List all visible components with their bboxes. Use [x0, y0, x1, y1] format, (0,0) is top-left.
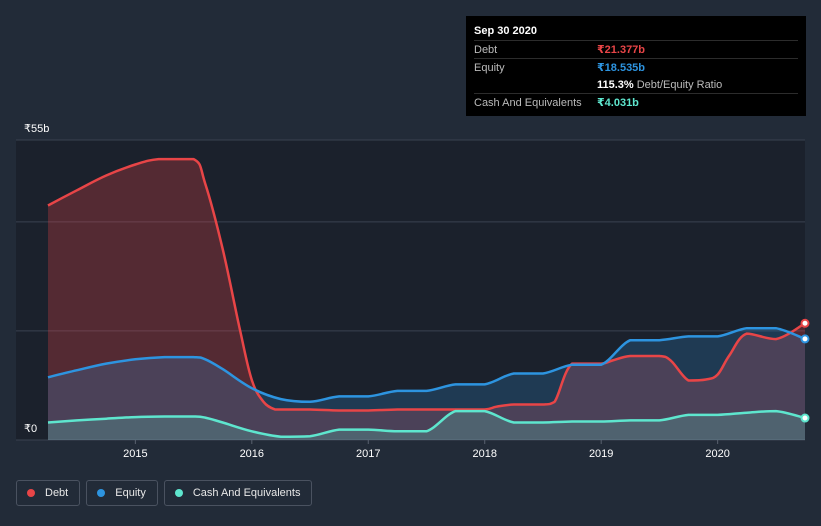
x-axis-ticks: 2015 2016 2017 2018 2019 2020: [123, 440, 730, 460]
legend: Debt Equity Cash And Equivalents: [16, 480, 313, 506]
legend-label: Equity: [115, 487, 146, 499]
legend-item-equity[interactable]: Equity: [86, 480, 158, 506]
tooltip-row-ratio: 115.3% Debt/Equity Ratio: [474, 76, 798, 93]
y-axis-bottom-label: ₹0: [24, 423, 37, 435]
x-tick-label: 2017: [356, 448, 380, 460]
y-axis-top-label: ₹55b: [24, 123, 49, 135]
cash-endpoint: [800, 413, 810, 423]
tooltip-suffix: Debt/Equity Ratio: [636, 78, 723, 91]
series-areas: [48, 159, 805, 440]
tooltip-date: Sep 30 2020: [474, 25, 537, 37]
tooltip-row-equity: Equity ₹18.535b: [474, 58, 798, 76]
legend-item-debt[interactable]: Debt: [16, 480, 81, 506]
cash-dot-icon: [174, 489, 183, 497]
tooltip-label: Cash And Equivalents: [474, 96, 582, 109]
series-lines: [47, 157, 806, 438]
debt-dot-icon: [27, 489, 35, 497]
equity-line: [47, 326, 806, 404]
x-tick-label: 2016: [240, 448, 264, 460]
gridlines: [16, 139, 805, 441]
cash-line: [47, 409, 806, 438]
x-tick-label: 2019: [589, 448, 613, 460]
tooltip-row-debt: Debt ₹21.377b: [474, 40, 798, 58]
debt-endpoint: [800, 318, 810, 328]
debt-area: [48, 159, 805, 440]
x-tick-label: 2015: [123, 448, 147, 460]
tooltip-value: ₹21.377b: [597, 44, 646, 56]
legend-item-cash[interactable]: Cash And Equivalents: [163, 480, 313, 506]
tooltip-row-cash: Cash And Equivalents ₹4.031b: [474, 93, 798, 111]
series-endpoints: [800, 318, 810, 423]
tooltip-value: ₹4.031b: [597, 97, 639, 109]
tooltip-value: 115.3%: [597, 78, 634, 91]
legend-label: Debt: [45, 487, 69, 499]
cash-area: [48, 411, 805, 440]
x-tick-label: 2020: [705, 448, 729, 460]
legend-label: Cash And Equivalents: [192, 487, 301, 499]
tooltip-label: Equity: [474, 61, 505, 74]
equity-area: [48, 328, 805, 440]
debt-line: [47, 157, 806, 412]
equity-endpoint: [800, 334, 810, 344]
tooltip-value: ₹18.535b: [597, 62, 646, 74]
x-tick-label: 2018: [472, 448, 496, 460]
equity-dot-icon: [97, 489, 106, 497]
tooltip: Sep 30 2020 Debt ₹21.377b Equity ₹18.535…: [466, 16, 806, 116]
tooltip-label: Debt: [474, 43, 498, 56]
